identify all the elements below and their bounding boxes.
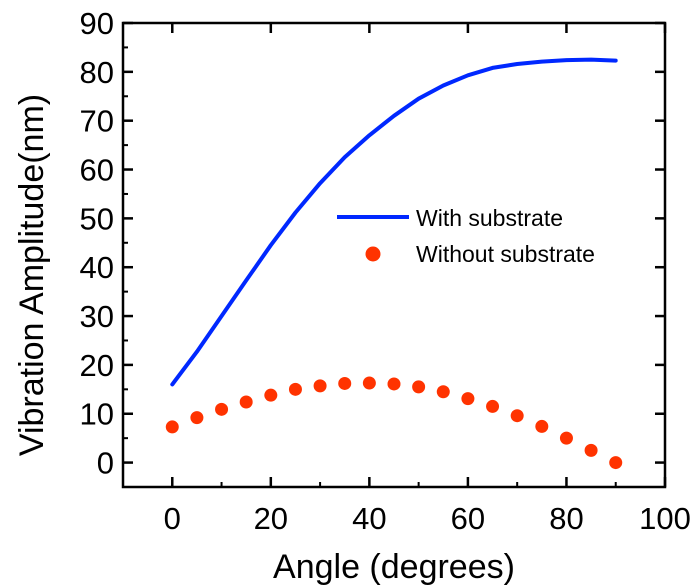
y-tick-label: 80 — [80, 55, 114, 90]
data-point-without-substrate — [436, 385, 450, 399]
data-point-without-substrate — [338, 376, 352, 390]
data-point-without-substrate — [584, 443, 598, 457]
legend-without-substrate-swatch — [365, 246, 381, 262]
x-tick-label: 80 — [549, 501, 583, 536]
tick-labels: 0 20 40 60 80 100 0 10 20 30 40 50 60 70 80 90 — [80, 6, 691, 536]
x-tick-label: 40 — [352, 501, 386, 536]
y-tick-label: 50 — [80, 201, 114, 236]
data-point-without-substrate — [387, 377, 401, 391]
data-point-without-substrate — [165, 420, 179, 434]
x-tick-label: 0 — [164, 501, 181, 536]
legend-with-substrate-label: With substrate — [416, 205, 563, 231]
data-point-without-substrate — [264, 388, 278, 402]
y-tick-label: 40 — [80, 250, 114, 285]
data-point-without-substrate — [412, 380, 426, 394]
data-point-without-substrate — [535, 419, 549, 433]
y-tick-label: 0 — [97, 446, 114, 481]
x-tick-label: 100 — [639, 501, 691, 536]
data-point-without-substrate — [362, 376, 376, 390]
y-tick-label: 90 — [80, 6, 114, 41]
data-point-without-substrate — [239, 395, 253, 409]
data-point-without-substrate — [609, 456, 623, 470]
y-tick-label: 70 — [80, 104, 114, 139]
x-axis-title: Angle (degrees) — [273, 548, 515, 586]
x-tick-label: 60 — [451, 501, 485, 536]
legend: With substrate Without substrate — [337, 205, 595, 267]
x-tick-label: 20 — [254, 501, 288, 536]
series-layer — [165, 57, 623, 470]
y-tick-label: 60 — [80, 153, 114, 188]
y-tick-label: 30 — [80, 299, 114, 334]
series-line-with-substrate — [170, 57, 618, 387]
data-point-without-substrate — [288, 382, 302, 396]
y-tick-label: 10 — [80, 397, 114, 432]
data-point-without-substrate — [313, 379, 327, 393]
y-axis-title: Vibration Amplitude(nm) — [13, 94, 51, 456]
plot-frame — [121, 21, 667, 489]
data-point-without-substrate — [215, 402, 229, 416]
data-point-without-substrate — [461, 392, 475, 406]
data-point-without-substrate — [190, 411, 204, 425]
legend-without-substrate-label: Without substrate — [416, 241, 595, 267]
data-point-without-substrate — [559, 431, 573, 445]
y-tick-label: 20 — [80, 348, 114, 383]
data-point-without-substrate — [486, 399, 500, 413]
data-point-without-substrate — [510, 409, 524, 423]
